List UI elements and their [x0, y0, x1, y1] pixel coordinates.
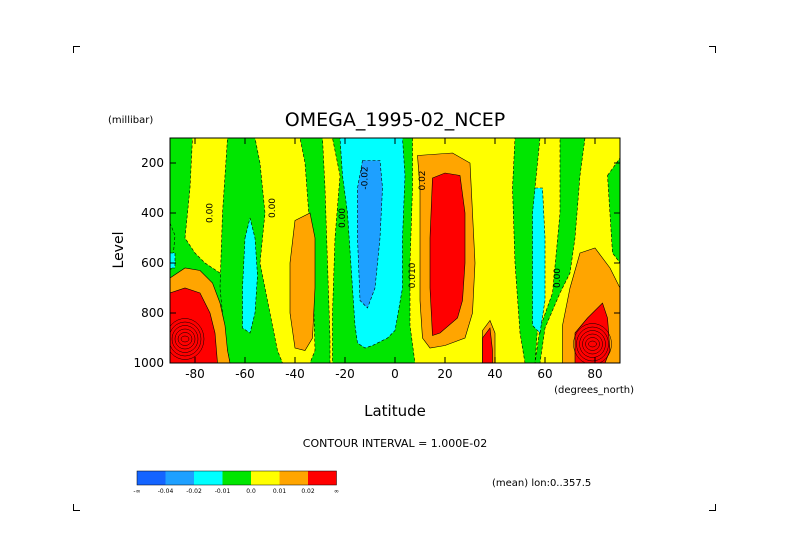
x-tick-label: 60 — [537, 367, 552, 381]
contour-line — [171, 325, 199, 353]
x-tick-label: 80 — [587, 367, 602, 381]
contour-region-pos-0.02 — [482, 327, 493, 363]
x-tick-label: 40 — [487, 367, 502, 381]
contour-label: 0.00 — [338, 208, 348, 228]
contour-label: -0.02 — [361, 166, 371, 189]
y-tick-label: 1000 — [133, 356, 164, 370]
contour-line — [170, 321, 202, 357]
colorbar: -∞ -0.04 -0.02 -0.01 0.0 0.01 0.02 ∞ — [133, 470, 339, 495]
contour-line — [588, 340, 597, 348]
y-unit-label: (millibar) — [108, 115, 153, 126]
colorbar-label: -0.01 — [215, 488, 231, 495]
contour-line — [174, 328, 196, 350]
colorbar-label: -0.02 — [186, 488, 202, 495]
colorbar-label: 0.02 — [301, 488, 315, 495]
contour-region-pos-0.02 — [429, 172, 466, 336]
colorbar-swatch — [251, 471, 280, 485]
contour-label: 0.00 — [206, 203, 216, 223]
contour-label: 0.02 — [418, 170, 428, 190]
x-axis-label: Latitude — [364, 402, 426, 420]
contour-region-neg-0.02 — [170, 252, 176, 269]
y-axis-ticks: 200 400 600 800 1000 — [133, 156, 620, 370]
contour-line — [585, 337, 600, 351]
contour-line — [576, 326, 609, 362]
y-tick-label: 800 — [141, 306, 164, 320]
x-unit-label: (degrees_north) — [554, 385, 634, 396]
contour-line — [177, 332, 193, 346]
contour-region-neg-0.01 — [607, 157, 620, 264]
contour-interval-text: CONTOUR INTERVAL = 1.000E-02 — [303, 437, 487, 450]
colorbar-label: -∞ — [133, 488, 140, 495]
y-axis-label: Level — [111, 232, 127, 269]
colorbar-label: 0.01 — [273, 488, 287, 495]
colorbar-swatch — [279, 471, 308, 485]
colorbar-swatch — [137, 471, 166, 485]
colorbar-swatch — [222, 471, 251, 485]
contour-region-neg-0.04 — [357, 160, 383, 309]
contour-label: 0.010 — [408, 262, 418, 288]
contour-label: 0.00 — [553, 268, 563, 288]
x-tick-label: -40 — [285, 367, 305, 381]
colorbar-swatch — [165, 471, 194, 485]
colorbar-label: 0.0 — [246, 488, 256, 495]
contour-region-neg-0.02 — [242, 217, 258, 334]
y-tick-label: 400 — [141, 206, 164, 220]
y-tick-label: 200 — [141, 156, 164, 170]
colorbar-swatch — [194, 471, 223, 485]
contour-region-pos-0.02 — [170, 287, 218, 363]
contour-region-pos-0.02 — [574, 302, 611, 363]
x-tick-label: -20 — [335, 367, 355, 381]
contour-region-neg-0.01 — [534, 138, 586, 363]
contour-line — [582, 333, 603, 355]
x-tick-label: -60 — [235, 367, 255, 381]
colorbar-label: ∞ — [334, 488, 339, 495]
page-corner-marks — [73, 46, 716, 511]
contour-line — [170, 318, 205, 360]
mean-annotation: (mean) lon:0..357.5 — [492, 478, 591, 489]
contour-region-pos-0.01 — [289, 212, 316, 351]
contour-labels: 0.00 0.00 0.00 -0.02 0.02 0.010 0.00 — [206, 166, 564, 288]
colorbar-frame — [136, 470, 337, 486]
y-tick-label: 600 — [141, 256, 164, 270]
x-axis-ticks: -80 -60 -40 -20 0 20 40 60 80 — [185, 138, 603, 381]
contour-label: 0.00 — [268, 198, 278, 218]
contour-line — [180, 335, 190, 343]
x-tick-label: -80 — [185, 367, 205, 381]
chart-title: OMEGA_1995-02_NCEP — [285, 109, 505, 131]
colorbar-swatch — [308, 471, 337, 485]
contour-region-neg-0.02 — [532, 187, 546, 334]
contour-fill-regions — [170, 138, 620, 363]
x-tick-label: 0 — [391, 367, 399, 381]
x-tick-label: 20 — [437, 367, 452, 381]
colorbar-label: -0.04 — [158, 488, 174, 495]
contour-line — [579, 330, 606, 358]
contour-line — [573, 323, 612, 363]
